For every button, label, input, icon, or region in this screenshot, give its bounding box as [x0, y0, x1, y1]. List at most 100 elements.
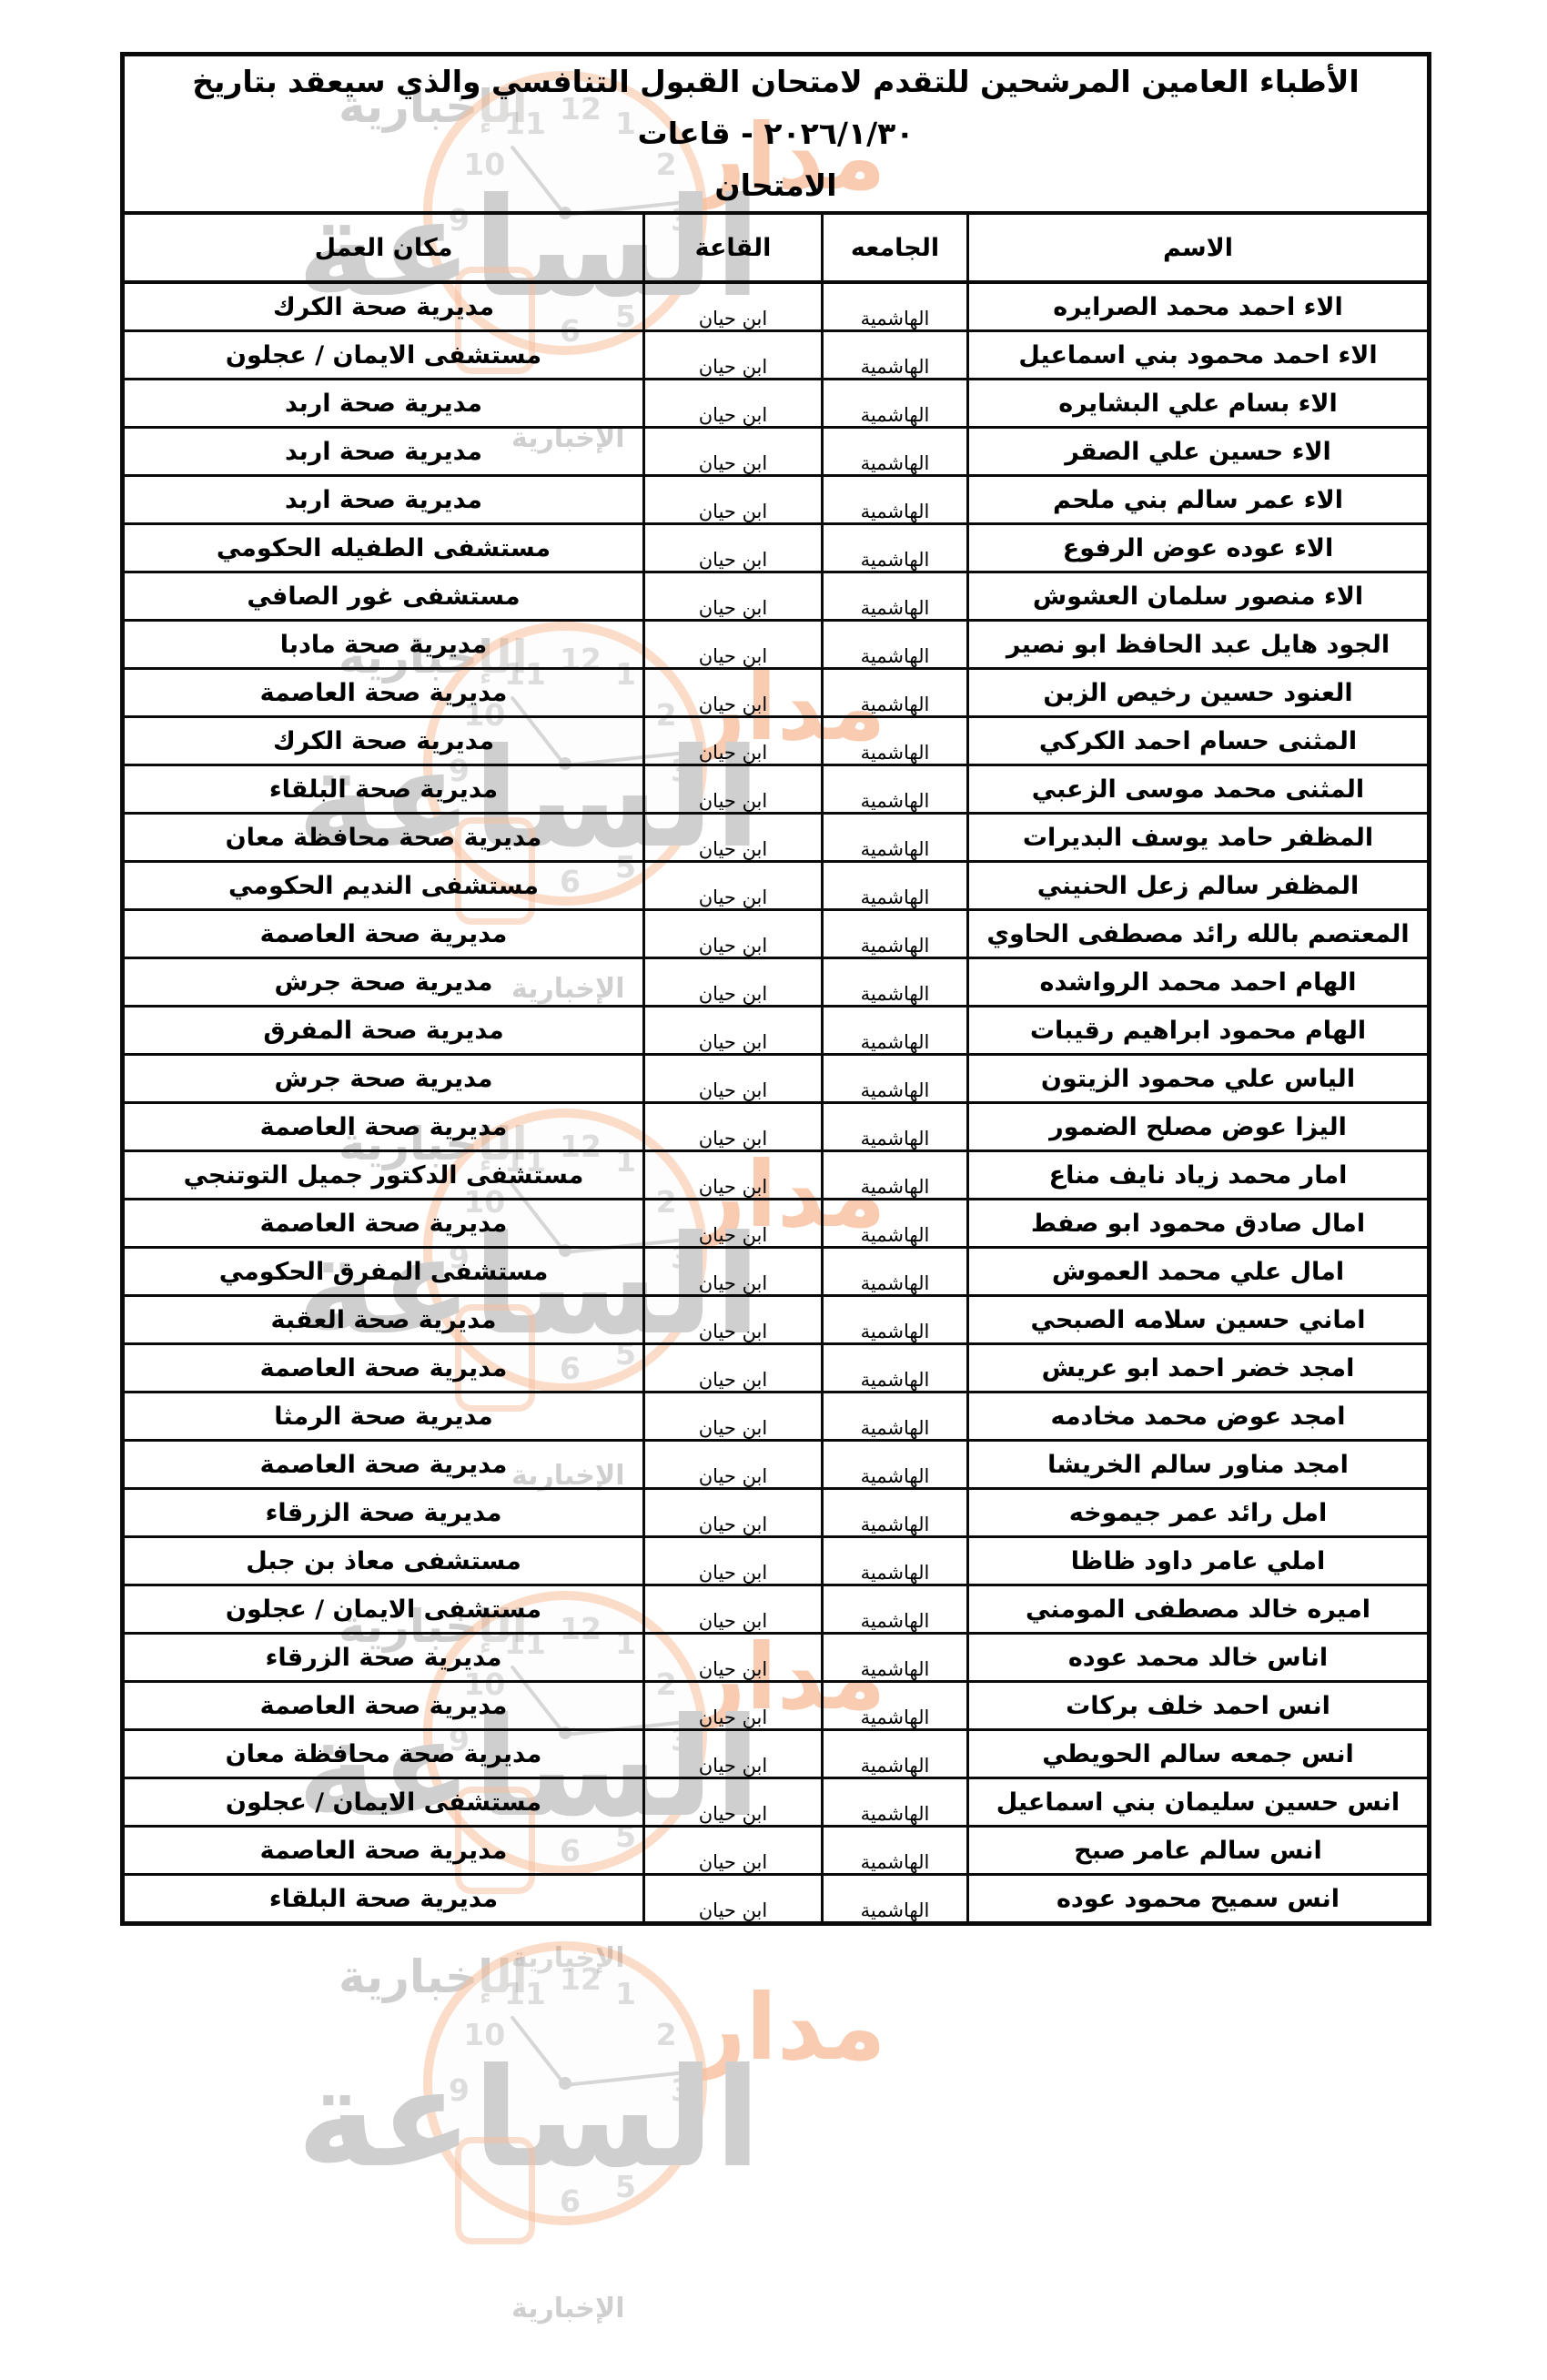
- cell-workplace: مديرية صحة جرش: [121, 1053, 645, 1105]
- cell-hall: ابن حيان: [642, 1246, 824, 1298]
- cell-hall: ابن حيان: [642, 860, 824, 912]
- cell-workplace: مديرية صحة العاصمة: [121, 1101, 645, 1153]
- cell-hall: ابن حيان: [642, 619, 824, 671]
- cell-university: الهاشمية: [821, 426, 969, 478]
- cell-hall: ابن حيان: [642, 908, 824, 960]
- cell-hall: ابن حيان: [642, 1680, 824, 1732]
- cell-name: الياس علي محمود الزيتون: [966, 1053, 1431, 1105]
- cell-name: الاء احمد محمود بني اسماعيل: [966, 329, 1431, 381]
- brand-akhbariya-text: الإخبارية: [511, 2293, 625, 2324]
- cell-university: الهاشمية: [821, 1535, 969, 1587]
- cell-hall: ابن حيان: [642, 280, 824, 333]
- cell-workplace: مديرية صحة العاصمة: [121, 1198, 645, 1250]
- cell-name: الجود هايل عبد الحافظ ابو نصير: [966, 619, 1431, 671]
- cell-name: المثنى حسام احمد الكركي: [966, 715, 1431, 767]
- brand-akhbariya-text: الإخبارية: [511, 1942, 625, 1974]
- column-header-university: الجامعه: [821, 211, 969, 285]
- table-row: المظفر سالم زعل الحنيني الهاشمية ابن حيا…: [121, 860, 1431, 912]
- cell-hall: ابن حيان: [642, 426, 824, 478]
- table-row: المثنى محمد موسى الزعبي الهاشمية ابن حيا…: [121, 764, 1431, 815]
- cell-university: الهاشمية: [821, 957, 969, 1008]
- cell-name: الهام احمد محمد الرواشده: [966, 957, 1431, 1008]
- cell-hall: ابن حيان: [642, 474, 824, 526]
- cell-workplace: مديرية صحة محافظة معان: [121, 812, 645, 864]
- cell-hall: ابن حيان: [642, 1535, 824, 1587]
- table-row: الهام احمد محمد الرواشده الهاشمية ابن حي…: [121, 957, 1431, 1008]
- cell-name: امال صادق محمود ابو صفط: [966, 1198, 1431, 1250]
- cell-workplace: مستشفى الدكتور جميل التوتنجي: [121, 1149, 645, 1201]
- cell-hall: ابن حيان: [642, 378, 824, 430]
- cell-name: الهام محمود ابراهيم رقيبات: [966, 1005, 1431, 1057]
- document: الأطباء العامين المرشحين للتقدم لامتحان …: [120, 52, 1431, 1927]
- brand-saa-text: الساعة: [297, 2040, 762, 2198]
- clock-number: 6: [560, 2183, 581, 2219]
- cell-hall: ابن حيان: [642, 1632, 824, 1684]
- table-row: امل رائد عمر جيموخه الهاشمية ابن حيان مد…: [121, 1487, 1431, 1539]
- cell-name: المظفر سالم زعل الحنيني: [966, 860, 1431, 912]
- cell-university: الهاشمية: [821, 474, 969, 526]
- cell-name: امل رائد عمر جيموخه: [966, 1487, 1431, 1539]
- cell-name: انس احمد خلف بركات: [966, 1680, 1431, 1732]
- table-row: الاء عمر سالم بني ملحم الهاشمية ابن حيان…: [121, 474, 1431, 526]
- watermark: الإخبارية مدار 12 1 2 3 5 6 9 10 11 الساعة الإخب…: [282, 1907, 937, 2380]
- cell-university: الهاشمية: [821, 764, 969, 815]
- cell-workplace: مديرية صحة اربد: [121, 474, 645, 526]
- cell-workplace: مديرية صحة اربد: [121, 426, 645, 478]
- cell-hall: ابن حيان: [642, 1294, 824, 1346]
- cell-university: الهاشمية: [821, 1149, 969, 1201]
- cell-name: المثنى محمد موسى الزعبي: [966, 764, 1431, 815]
- cell-hall: ابن حيان: [642, 667, 824, 719]
- cell-hall: ابن حيان: [642, 1825, 824, 1877]
- cell-university: الهاشمية: [821, 1584, 969, 1636]
- cell-university: الهاشمية: [821, 1342, 969, 1394]
- table-row: انس جمعه سالم الحويطي الهاشمية ابن حيان …: [121, 1728, 1431, 1780]
- cell-name: امجد خضر احمد ابو عريش: [966, 1342, 1431, 1394]
- cell-university: الهاشمية: [821, 1053, 969, 1105]
- page-title: الأطباء العامين المرشحين للتقدم لامتحان …: [121, 53, 1431, 216]
- cell-workplace: مديرية صحة العاصمة: [121, 908, 645, 960]
- cell-workplace: مديرية صحة العاصمة: [121, 1680, 645, 1732]
- cell-hall: ابن حيان: [642, 1101, 824, 1153]
- cell-workplace: مستشفى الايمان / عجلون: [121, 1584, 645, 1636]
- cell-university: الهاشمية: [821, 1101, 969, 1153]
- cell-workplace: مديرية صحة البلقاء: [121, 764, 645, 815]
- cell-university: الهاشمية: [821, 1680, 969, 1732]
- clock-center-dot: [559, 2077, 571, 2090]
- cell-university: الهاشمية: [821, 667, 969, 719]
- cell-name: انس سالم عامر صبح: [966, 1825, 1431, 1877]
- cell-name: اميره خالد مصطفى المومني: [966, 1584, 1431, 1636]
- table-row: الاء احمد محمد الصرايره الهاشمية ابن حيا…: [121, 280, 1431, 333]
- clock-number: 12: [560, 1961, 602, 1997]
- cell-name: الاء منصور سلمان العشوش: [966, 571, 1431, 623]
- cell-hall: ابن حيان: [642, 522, 824, 574]
- table-row: الاء حسين علي الصقر الهاشمية ابن حيان مد…: [121, 426, 1431, 478]
- cell-name: المظفر حامد يوسف البديرات: [966, 812, 1431, 864]
- header-row: الاسم الجامعه القاعة مكان العمل: [121, 211, 1431, 285]
- cell-hall: ابن حيان: [642, 1005, 824, 1057]
- cell-university: الهاشمية: [821, 1439, 969, 1491]
- exam-table-body: الاء احمد محمد الصرايره الهاشمية ابن حيا…: [121, 280, 1431, 1926]
- table-row: امال علي محمد العموش الهاشمية ابن حيان م…: [121, 1246, 1431, 1298]
- cell-hall: ابن حيان: [642, 329, 824, 381]
- cell-university: الهاشمية: [821, 522, 969, 574]
- table-row: املي عامر داود ظاظا الهاشمية ابن حيان مس…: [121, 1535, 1431, 1587]
- clock-face: 12 1 2 3 5 6 9 10 11: [436, 1954, 694, 2219]
- cell-workplace: مستشفى الايمان / عجلون: [121, 1777, 645, 1828]
- cell-name: امجد عوض محمد مخادمه: [966, 1391, 1431, 1443]
- cell-name: املي عامر داود ظاظا: [966, 1535, 1431, 1587]
- cell-university: الهاشمية: [821, 378, 969, 430]
- cell-hall: ابن حيان: [642, 1391, 824, 1443]
- cell-university: الهاشمية: [821, 329, 969, 381]
- cell-workplace: مديرية صحة الرمثا: [121, 1391, 645, 1443]
- cell-name: امجد مناور سالم الخريشا: [966, 1439, 1431, 1491]
- table-row: الاء عوده عوض الرفوع الهاشمية ابن حيان م…: [121, 522, 1431, 574]
- cell-workplace: مديرية صحة الكرك: [121, 280, 645, 333]
- clock-number: 1: [615, 1976, 636, 2012]
- table-row: انس احمد خلف بركات الهاشمية ابن حيان مدي…: [121, 1680, 1431, 1732]
- cell-workplace: مديرية صحة البلقاء: [121, 1873, 645, 1926]
- table-row: امجد مناور سالم الخريشا الهاشمية ابن حيا…: [121, 1439, 1431, 1491]
- table-row: انس سميح محمود عوده الهاشمية ابن حيان مد…: [121, 1873, 1431, 1926]
- cell-hall: ابن حيان: [642, 1198, 824, 1250]
- cell-university: الهاشمية: [821, 571, 969, 623]
- table-row: امار محمد زياد نايف مناع الهاشمية ابن حي…: [121, 1149, 1431, 1201]
